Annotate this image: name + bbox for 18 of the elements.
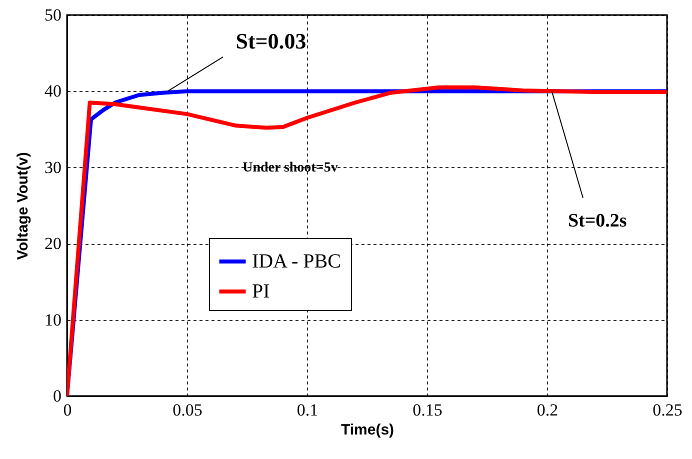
x-axis-title: Time(s) (340, 422, 394, 438)
x-tick-label: 0.2 (536, 400, 558, 420)
y-tick-label: 50 (44, 6, 62, 24)
x-tick-label: 0.05 (172, 400, 202, 420)
y-tick-label: 10 (44, 310, 62, 330)
y-tick-label: 20 (44, 234, 62, 254)
annotation: St=0.03 (236, 28, 306, 54)
legend-label: PI (252, 280, 270, 302)
y-tick-label: 40 (44, 82, 62, 101)
annotation: St=0.2s (568, 210, 627, 232)
x-tick-label: 0.1 (296, 400, 318, 420)
x-tick-label: 0.25 (652, 400, 682, 420)
y-tick-label: 0 (53, 386, 62, 406)
y-axis-title: Voltage Vout(v) (14, 152, 32, 260)
x-tick-label: 0.15 (412, 400, 442, 420)
legend-label: IDA - PBC (252, 250, 341, 272)
annotation: Under shoot=5v (242, 160, 338, 176)
y-tick-label: 30 (44, 158, 62, 177)
